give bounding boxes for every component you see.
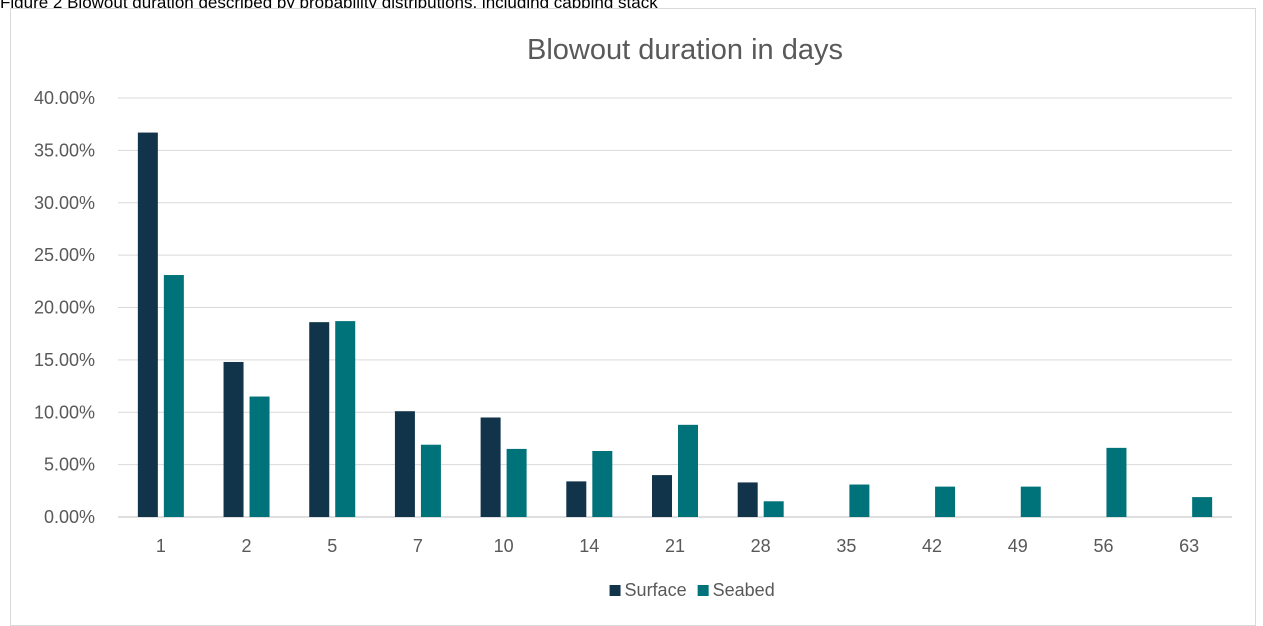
- x-tick-label: 35: [836, 536, 856, 556]
- y-tick-label: 10.00%: [34, 402, 95, 422]
- bars: [137, 132, 1213, 517]
- y-tick-label: 5.00%: [44, 455, 95, 475]
- legend: Surface Seabed: [609, 580, 775, 600]
- bar-seabed-2: [249, 396, 270, 517]
- y-axis-tick-labels: 0.00% 5.00% 10.00% 15.00% 20.00% 25.00% 30.00%…: [34, 88, 95, 527]
- bar-seabed-14: [592, 451, 613, 517]
- bar-seabed-5: [335, 321, 356, 517]
- bar-seabed-1: [163, 275, 184, 517]
- x-tick-label: 14: [579, 536, 599, 556]
- bar-surface-10: [480, 417, 501, 517]
- legend-swatch-seabed: [697, 585, 709, 596]
- bar-seabed-28: [763, 501, 784, 517]
- bar-seabed-7: [420, 444, 441, 517]
- legend-label-seabed: Seabed: [713, 580, 775, 600]
- x-tick-label: 1: [156, 536, 166, 556]
- x-tick-label: 42: [922, 536, 942, 556]
- x-tick-label: 2: [242, 536, 252, 556]
- bar-seabed-42: [935, 486, 956, 517]
- bar-surface-2: [223, 361, 244, 517]
- x-tick-label: 63: [1179, 536, 1199, 556]
- legend-label-surface: Surface: [625, 580, 687, 600]
- y-tick-label: 0.00%: [44, 507, 95, 527]
- gridlines: [118, 97, 1232, 518]
- x-tick-label: 56: [1093, 536, 1113, 556]
- x-tick-label: 28: [751, 536, 771, 556]
- chart-title: Blowout duration in days: [527, 34, 843, 66]
- y-tick-label: 30.00%: [34, 193, 95, 213]
- y-tick-label: 20.00%: [34, 298, 95, 318]
- x-tick-label: 5: [327, 536, 337, 556]
- y-tick-label: 25.00%: [34, 245, 95, 265]
- bar-seabed-49: [1020, 486, 1041, 517]
- legend-swatch-surface: [609, 585, 621, 596]
- x-tick-label: 10: [494, 536, 514, 556]
- bar-surface-21: [652, 475, 672, 517]
- bar-surface-5: [309, 322, 330, 517]
- bar-surface-14: [566, 481, 587, 517]
- bar-seabed-21: [678, 424, 698, 517]
- bar-seabed-35: [849, 484, 870, 517]
- bar-surface-28: [737, 482, 758, 517]
- bar-seabed-56: [1106, 447, 1127, 517]
- y-tick-label: 40.00%: [34, 88, 95, 108]
- bar-seabed-10: [506, 448, 527, 517]
- bar-surface-1: [137, 132, 158, 517]
- y-tick-label: 35.00%: [34, 140, 95, 160]
- x-tick-label: 21: [665, 536, 685, 556]
- chart-area: [10, 8, 1256, 626]
- bar-surface-7: [394, 411, 415, 517]
- x-axis-tick-labels: 1 2 5 7 10 14 21 28 35 42 49 56 63: [156, 536, 1199, 556]
- bar-seabed-63: [1192, 497, 1213, 517]
- x-tick-label: 7: [413, 536, 423, 556]
- x-tick-label: 49: [1008, 536, 1028, 556]
- y-tick-label: 15.00%: [34, 350, 95, 370]
